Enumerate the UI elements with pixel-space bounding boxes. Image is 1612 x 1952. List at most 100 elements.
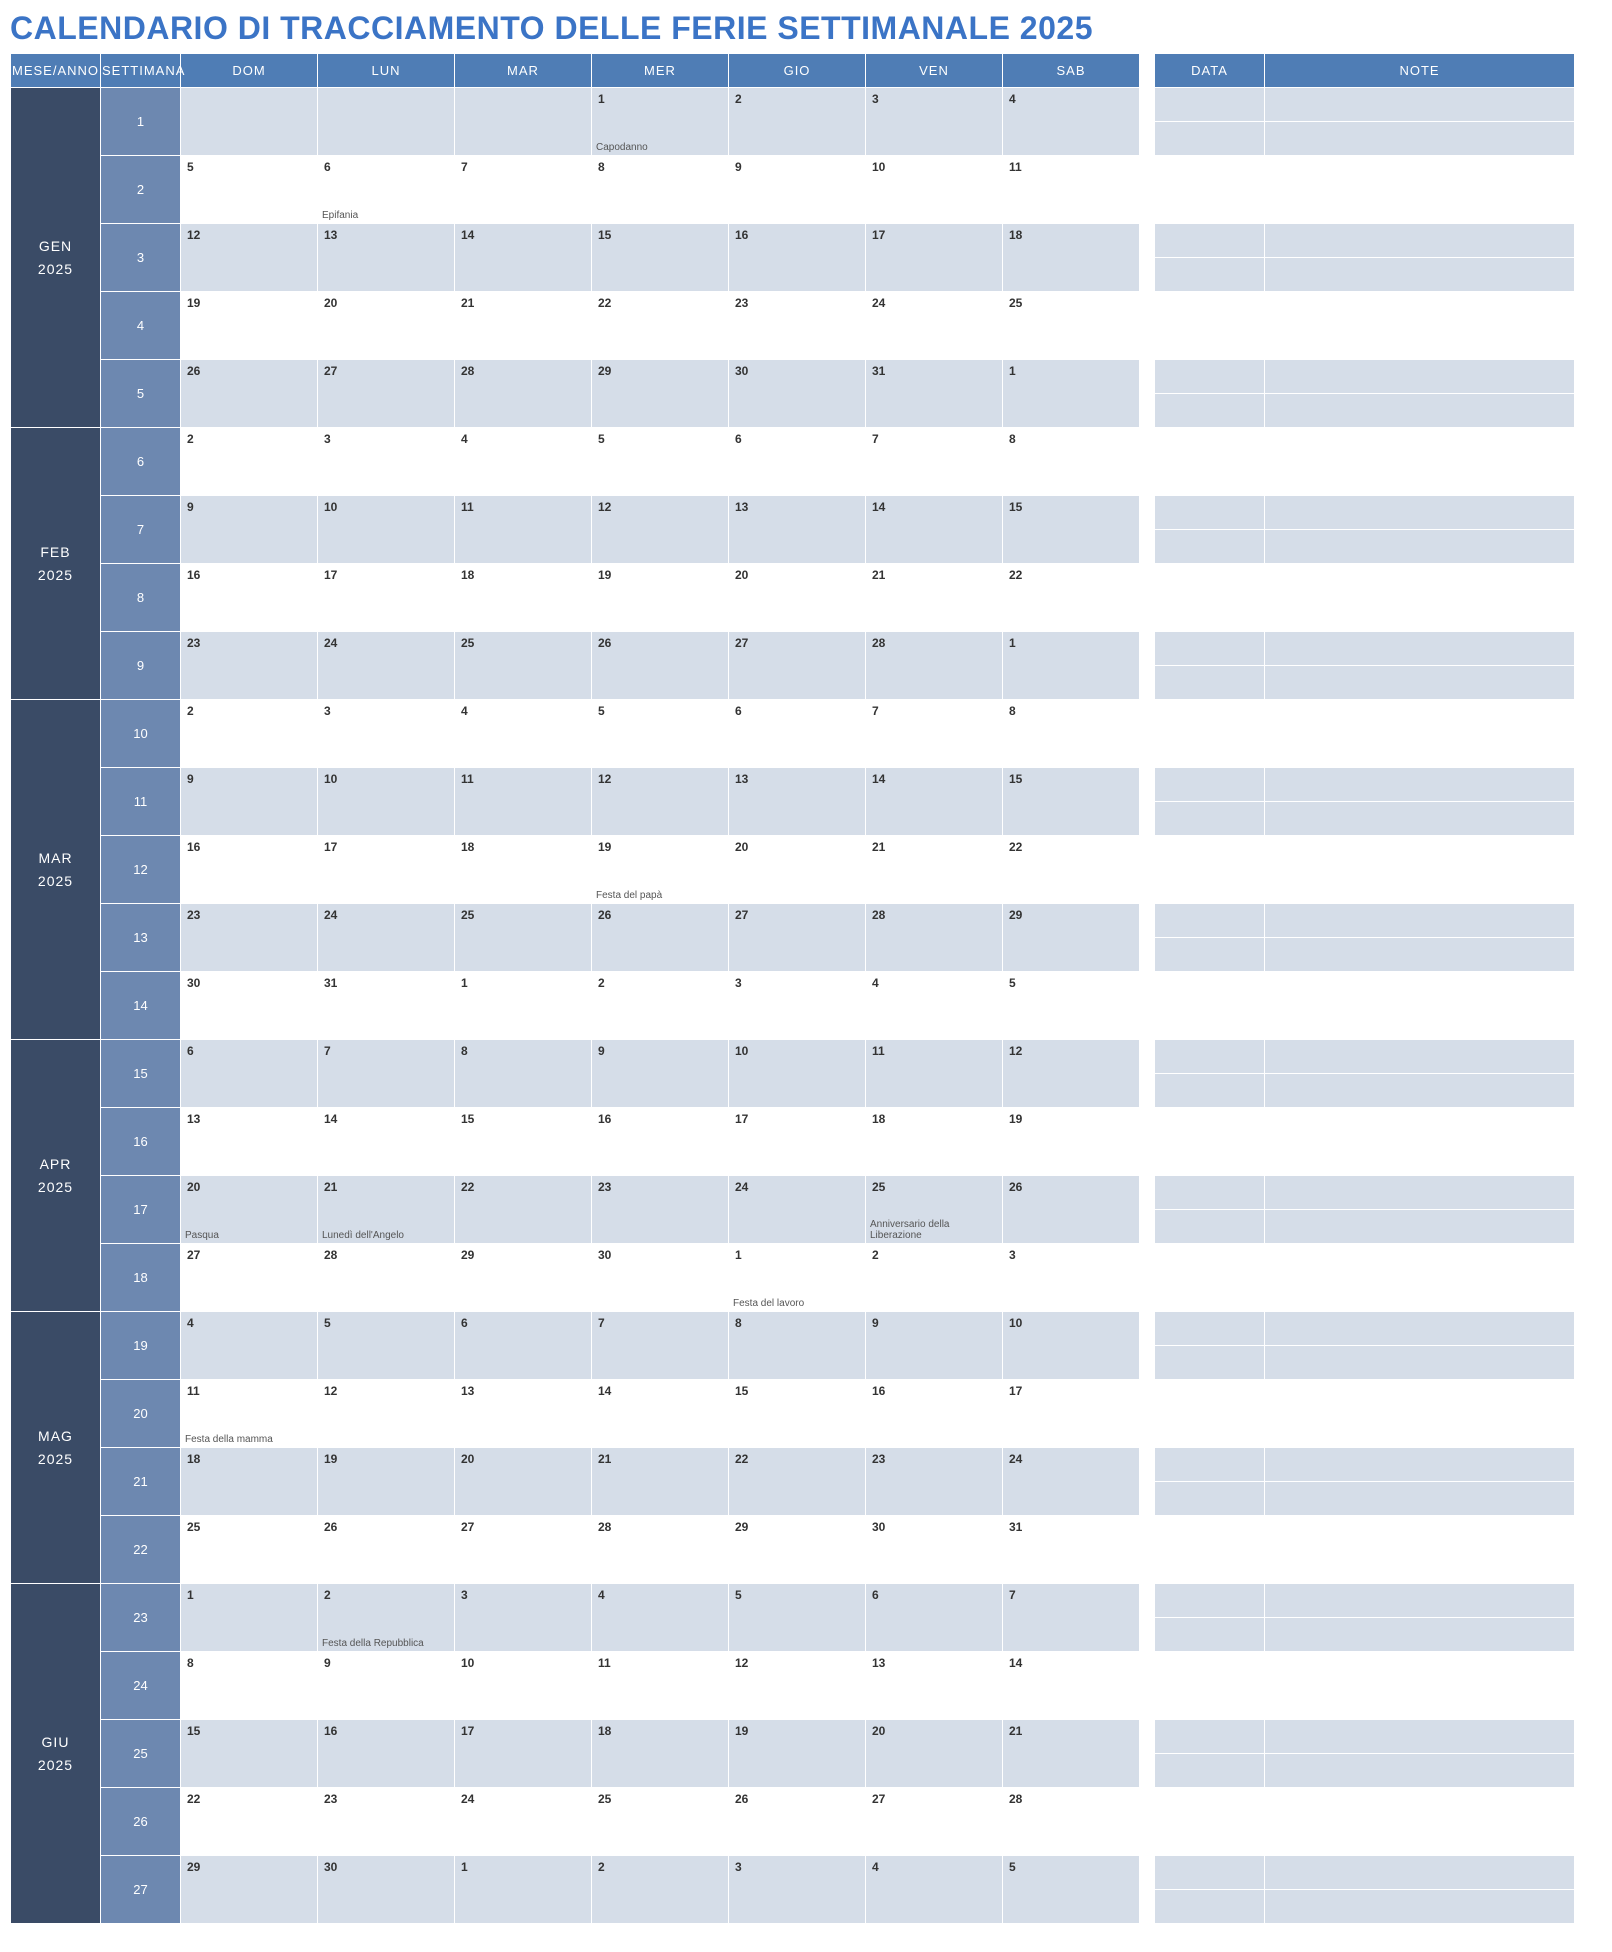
day-cell[interactable]: 24 — [318, 904, 455, 972]
day-cell[interactable] — [181, 88, 318, 156]
day-cell[interactable]: 15 — [592, 224, 729, 292]
day-cell[interactable]: 27 — [729, 904, 866, 972]
day-cell[interactable]: 16 — [318, 1720, 455, 1788]
note-text-cell[interactable] — [1265, 1346, 1575, 1380]
day-cell[interactable]: 3 — [729, 972, 866, 1040]
day-cell[interactable]: 14 — [866, 768, 1003, 836]
day-cell[interactable]: 6 — [455, 1312, 592, 1380]
note-data-cell[interactable] — [1155, 1312, 1265, 1346]
note-data-cell[interactable] — [1155, 360, 1265, 394]
day-cell[interactable]: 26 — [592, 904, 729, 972]
note-text-cell[interactable] — [1265, 870, 1575, 904]
note-data-cell[interactable] — [1155, 1618, 1265, 1652]
day-cell[interactable]: 17 — [455, 1720, 592, 1788]
day-cell[interactable]: 6 — [729, 700, 866, 768]
note-text-cell[interactable] — [1265, 1176, 1575, 1210]
day-cell[interactable]: 9 — [592, 1040, 729, 1108]
note-data-cell[interactable] — [1155, 802, 1265, 836]
day-cell[interactable]: 20 — [729, 836, 866, 904]
day-cell[interactable]: 7 — [866, 428, 1003, 496]
day-cell[interactable]: 5 — [729, 1584, 866, 1652]
day-cell[interactable]: 23 — [592, 1176, 729, 1244]
day-cell[interactable]: 4 — [592, 1584, 729, 1652]
day-cell[interactable]: 25 — [455, 904, 592, 972]
day-cell[interactable]: 15 — [1003, 768, 1140, 836]
day-cell[interactable]: 26 — [729, 1788, 866, 1856]
note-text-cell[interactable] — [1265, 802, 1575, 836]
note-text-cell[interactable] — [1265, 1754, 1575, 1788]
day-cell[interactable]: 4 — [866, 972, 1003, 1040]
note-text-cell[interactable] — [1265, 258, 1575, 292]
day-cell[interactable]: 25 — [455, 632, 592, 700]
note-data-cell[interactable] — [1155, 972, 1265, 1006]
day-cell[interactable]: 2Festa della Repubblica — [318, 1584, 455, 1652]
note-data-cell[interactable] — [1155, 870, 1265, 904]
day-cell[interactable]: 23 — [318, 1788, 455, 1856]
note-text-cell[interactable] — [1265, 1414, 1575, 1448]
day-cell[interactable]: 25 — [1003, 292, 1140, 360]
note-text-cell[interactable] — [1265, 598, 1575, 632]
day-cell[interactable]: 29 — [1003, 904, 1140, 972]
day-cell[interactable]: 22 — [455, 1176, 592, 1244]
day-cell[interactable]: 22 — [181, 1788, 318, 1856]
note-data-cell[interactable] — [1155, 1652, 1265, 1686]
day-cell[interactable]: 26 — [1003, 1176, 1140, 1244]
note-text-cell[interactable] — [1265, 326, 1575, 360]
note-data-cell[interactable] — [1155, 836, 1265, 870]
day-cell[interactable]: 19 — [1003, 1108, 1140, 1176]
day-cell[interactable]: 9 — [729, 156, 866, 224]
day-cell[interactable]: 24 — [455, 1788, 592, 1856]
note-data-cell[interactable] — [1155, 1380, 1265, 1414]
day-cell[interactable]: 26 — [592, 632, 729, 700]
note-text-cell[interactable] — [1265, 1278, 1575, 1312]
day-cell[interactable]: 29 — [455, 1244, 592, 1312]
day-cell[interactable]: 21 — [592, 1448, 729, 1516]
note-text-cell[interactable] — [1265, 1550, 1575, 1584]
day-cell[interactable]: 3 — [318, 428, 455, 496]
note-text-cell[interactable] — [1265, 1040, 1575, 1074]
day-cell[interactable]: 25 — [181, 1516, 318, 1584]
note-text-cell[interactable] — [1265, 1652, 1575, 1686]
day-cell[interactable]: 30 — [866, 1516, 1003, 1584]
note-data-cell[interactable] — [1155, 1788, 1265, 1822]
day-cell[interactable]: 20 — [866, 1720, 1003, 1788]
day-cell[interactable]: 29 — [729, 1516, 866, 1584]
note-text-cell[interactable] — [1265, 564, 1575, 598]
note-data-cell[interactable] — [1155, 666, 1265, 700]
note-text-cell[interactable] — [1265, 88, 1575, 122]
day-cell[interactable]: 8 — [455, 1040, 592, 1108]
day-cell[interactable]: 13 — [318, 224, 455, 292]
note-data-cell[interactable] — [1155, 1414, 1265, 1448]
day-cell[interactable]: 14 — [866, 496, 1003, 564]
day-cell[interactable]: 12 — [592, 768, 729, 836]
day-cell[interactable]: 10 — [455, 1652, 592, 1720]
note-text-cell[interactable] — [1265, 1142, 1575, 1176]
note-data-cell[interactable] — [1155, 904, 1265, 938]
day-cell[interactable]: 1 — [455, 1856, 592, 1924]
day-cell[interactable]: 2 — [181, 700, 318, 768]
day-cell[interactable]: 19 — [318, 1448, 455, 1516]
day-cell[interactable]: 25Anniversario della Liberazione — [866, 1176, 1003, 1244]
note-data-cell[interactable] — [1155, 1686, 1265, 1720]
day-cell[interactable]: 1 — [1003, 360, 1140, 428]
day-cell[interactable]: 18 — [1003, 224, 1140, 292]
note-text-cell[interactable] — [1265, 1210, 1575, 1244]
day-cell[interactable]: 11Festa della mamma — [181, 1380, 318, 1448]
day-cell[interactable]: 31 — [318, 972, 455, 1040]
day-cell[interactable]: 3 — [729, 1856, 866, 1924]
day-cell[interactable]: 18 — [866, 1108, 1003, 1176]
day-cell[interactable]: 17 — [729, 1108, 866, 1176]
note-data-cell[interactable] — [1155, 496, 1265, 530]
note-data-cell[interactable] — [1155, 1040, 1265, 1074]
note-data-cell[interactable] — [1155, 1754, 1265, 1788]
day-cell[interactable]: 1Capodanno — [592, 88, 729, 156]
day-cell[interactable]: 13 — [729, 496, 866, 564]
day-cell[interactable]: 10 — [729, 1040, 866, 1108]
note-data-cell[interactable] — [1155, 700, 1265, 734]
note-data-cell[interactable] — [1155, 190, 1265, 224]
day-cell[interactable]: 7 — [866, 700, 1003, 768]
day-cell[interactable]: 7 — [318, 1040, 455, 1108]
day-cell[interactable]: 4 — [455, 428, 592, 496]
day-cell[interactable]: 22 — [592, 292, 729, 360]
note-text-cell[interactable] — [1265, 1380, 1575, 1414]
